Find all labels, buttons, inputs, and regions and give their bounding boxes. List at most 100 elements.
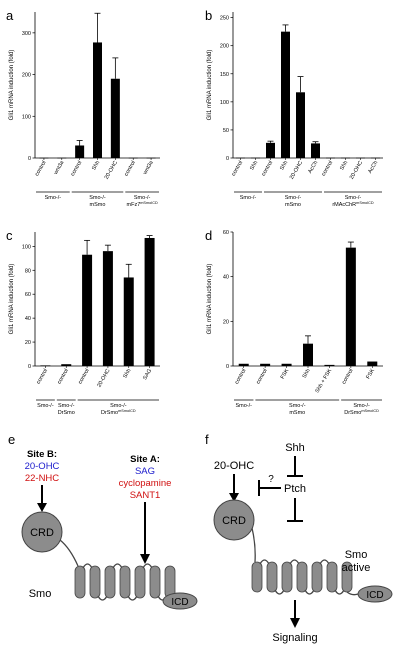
x-tick-label-d: FSK: [365, 368, 376, 381]
group-sublabel-superscript: mSmoICD: [118, 409, 136, 413]
loop-e: [97, 595, 108, 601]
bar-d: [260, 363, 271, 366]
x-tick-label-b: 20-OHC: [349, 160, 364, 180]
group-label-b: Smo-/-: [240, 195, 257, 201]
group-sublabel-main: DrSmo: [344, 410, 361, 416]
site-a-ligand-3: SANT1: [130, 490, 161, 501]
x-tick-label-a: wnt3a: [142, 159, 156, 176]
helix-e: [134, 565, 146, 599]
loop-f: [334, 589, 345, 595]
bar-d: [281, 363, 292, 366]
helix-f: [251, 561, 263, 593]
receptor-label-f-line2: active: [342, 562, 371, 574]
x-tick-label-b: Shh: [279, 160, 289, 171]
transmembrane-helices-f: [251, 527, 359, 596]
y-tick-label-a: 0: [28, 156, 31, 162]
x-tick-label-d: Shh + FSK: [315, 368, 334, 394]
x-tick-label-b: AcCh: [307, 160, 319, 175]
x-tick-label-d: FSK: [280, 368, 291, 381]
y-tick-label-b: 250: [220, 16, 229, 22]
group-label-c: Smo-/-: [110, 403, 127, 409]
bar-c: [61, 364, 72, 366]
group-label-d: Smo-/-: [235, 403, 252, 409]
crd-label-f: CRD: [222, 515, 246, 527]
loop-f: [289, 559, 300, 565]
crd-linker-f: [251, 527, 256, 563]
loop-e: [142, 563, 153, 569]
shh-label: Shh: [285, 442, 305, 454]
group-label-c: Smo-/-: [37, 403, 54, 409]
bar-d: [303, 343, 313, 366]
receptor-label-f-line1: Smo: [345, 549, 368, 561]
panel-label-a: a: [6, 8, 14, 23]
x-tick-label-b: 20-OHC: [289, 160, 304, 180]
group-label-b: Smo-/-: [285, 195, 302, 201]
crd-domain-e: [21, 511, 63, 553]
helix-e: [89, 565, 101, 599]
group-sublabel-c: DrSmo: [58, 410, 75, 416]
y-tick-label-a: 100: [22, 114, 31, 120]
bar-b: [266, 142, 275, 158]
bar-b: [311, 143, 320, 158]
bar-d: [238, 363, 249, 366]
x-tick-label-a: control: [123, 160, 136, 177]
loop-e: [82, 563, 93, 569]
x-tick-label-d: control: [255, 368, 268, 385]
x-tick-label-c: Shh: [122, 368, 132, 379]
icd-domain-f: [357, 585, 393, 603]
x-tick-label-c: control: [77, 368, 90, 385]
y-tick-label-b: 200: [220, 44, 229, 50]
group-sublabel-main: rMAcChR: [332, 202, 356, 208]
helix-e: [104, 565, 116, 599]
group-label-c: Smo-/-: [58, 403, 75, 409]
group-sublabel-c: DrSmomSmoICD: [101, 409, 136, 416]
loop-f: [304, 589, 315, 595]
group-sublabel-main: mFz7: [127, 202, 141, 208]
y-tick-label-d: 0: [226, 364, 229, 370]
panel-label-e: e: [8, 432, 15, 447]
panel-label-b: b: [205, 8, 212, 23]
y-axis-label-d: Gli1 mRNA induction (fold): [207, 264, 213, 335]
y-tick-label-c: 40: [25, 316, 31, 322]
site-b-ligand-2: 22-NHC: [25, 473, 59, 484]
bar-a: [75, 145, 85, 158]
x-tick-label-b: Shh: [339, 160, 349, 171]
group-sublabel-main: mSmo: [90, 202, 106, 208]
icd-label-f: ICD: [366, 590, 383, 601]
x-tick-label-c: SAG: [142, 368, 153, 381]
bar-c: [102, 251, 113, 366]
y-axis-label-c: Gli1 mRNA induction (fold): [9, 264, 15, 335]
helix-f: [326, 561, 338, 593]
x-tick-label-c: 20-OHC: [96, 368, 111, 388]
signaling-arrow-head: [290, 618, 300, 628]
site-a-title: Site A:: [130, 454, 160, 465]
group-sublabel-superscript: mSmoICD: [140, 201, 158, 205]
y-axis-label-a: Gli1 mRNA induction (fold): [9, 50, 15, 121]
group-label-d: Smo-/-: [289, 403, 306, 409]
crd-domain-f: [213, 499, 255, 541]
group-sublabel-superscript: mSmoICD: [356, 201, 374, 205]
x-tick-label-a: Shh: [91, 160, 101, 171]
helix-f: [281, 561, 293, 593]
group-label-a: Smo-/-: [89, 195, 106, 201]
x-tick-label-c: control: [57, 368, 70, 385]
y-tick-label-b: 0: [226, 156, 229, 162]
transmembrane-helices-e: [59, 539, 176, 602]
panel-label-c: c: [6, 228, 13, 243]
icd-linker-f: [346, 591, 359, 596]
group-sublabel-b: mSmo: [285, 202, 301, 208]
question-mark: ?: [268, 474, 274, 485]
site-a-arrow-head: [140, 554, 150, 564]
crd-label-e: CRD: [30, 527, 54, 539]
y-tick-label-d: 60: [223, 230, 229, 236]
y-tick-label-c: 20: [25, 340, 31, 346]
bar-c: [82, 254, 93, 366]
y-tick-label-c: 0: [28, 364, 31, 370]
y-tick-label-d: 20: [223, 319, 229, 325]
oxysterol-label-f: 20-OHC: [214, 460, 254, 472]
group-sublabel-superscript: mSmoICD: [361, 409, 379, 413]
x-tick-label-d: control: [341, 368, 354, 385]
bar-d: [324, 364, 335, 366]
group-label-d: Smo-/-: [353, 403, 370, 409]
